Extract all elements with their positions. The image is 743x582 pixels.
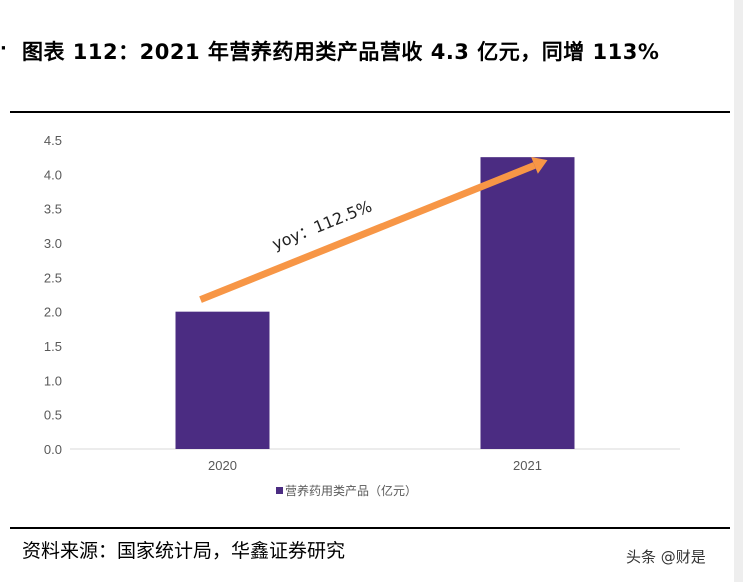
top-divider bbox=[10, 111, 730, 113]
y-tick-label: 0.5 bbox=[44, 408, 62, 423]
y-tick-label: 3.0 bbox=[44, 236, 62, 251]
x-tick-label: 2021 bbox=[513, 458, 542, 473]
yoy-annotation: yoy：112.5% bbox=[269, 196, 374, 253]
y-tick-label: 4.5 bbox=[44, 133, 62, 148]
bar-2021 bbox=[480, 157, 575, 449]
y-tick-label: 2.0 bbox=[44, 305, 62, 320]
y-tick-label: 3.5 bbox=[44, 202, 62, 217]
source-note: 资料来源：国家统计局，华鑫证券研究 bbox=[22, 540, 346, 562]
y-tick-label: 4.0 bbox=[44, 167, 62, 182]
bullet-icon: · bbox=[0, 38, 7, 59]
x-tick-label: 2020 bbox=[208, 458, 237, 473]
y-tick-label: 2.5 bbox=[44, 270, 62, 285]
y-tick-label: 1.0 bbox=[44, 373, 62, 388]
arrow-head bbox=[531, 157, 548, 174]
bar-2020 bbox=[175, 311, 270, 449]
bottom-divider bbox=[10, 527, 730, 529]
scrollbar-strip bbox=[734, 0, 743, 582]
legend-swatch bbox=[276, 487, 283, 494]
y-tick-label: 0.0 bbox=[44, 442, 62, 457]
growth-arrow bbox=[199, 162, 536, 303]
legend-label: 营养药用类产品（亿元） bbox=[285, 483, 417, 498]
y-tick-label: 1.5 bbox=[44, 339, 62, 354]
figure-title: 图表 112：2021 年营养药用类产品营收 4.3 亿元，同增 113% bbox=[22, 40, 660, 64]
watermark: 头条 @财是 bbox=[626, 548, 706, 566]
bar-chart: 0.0 0.5 1.0 1.5 2.0 2.5 3.0 3.5 4.0 4.5 2020 2021 yo… bbox=[44, 133, 680, 498]
